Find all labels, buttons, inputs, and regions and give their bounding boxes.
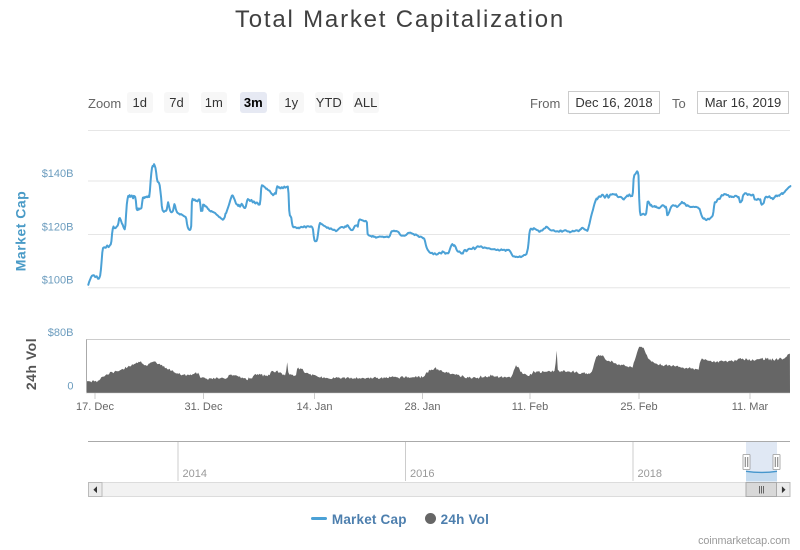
svg-text:17. Dec: 17. Dec bbox=[76, 401, 114, 413]
svg-text:11. Feb: 11. Feb bbox=[512, 401, 549, 413]
svg-text:0: 0 bbox=[67, 381, 73, 393]
svg-text:2014: 2014 bbox=[183, 468, 207, 480]
svg-text:Market Cap: Market Cap bbox=[13, 191, 29, 271]
svg-text:$80B: $80B bbox=[48, 327, 74, 339]
svg-text:2018: 2018 bbox=[638, 468, 662, 480]
svg-text:25. Feb: 25. Feb bbox=[620, 401, 657, 413]
svg-text:$140B: $140B bbox=[42, 168, 74, 180]
svg-text:2016: 2016 bbox=[410, 468, 434, 480]
svg-text:28. Jan: 28. Jan bbox=[404, 401, 440, 413]
svg-text:11. Mar: 11. Mar bbox=[732, 401, 769, 413]
svg-text:31. Dec: 31. Dec bbox=[185, 401, 223, 413]
svg-text:24h Vol: 24h Vol bbox=[23, 338, 39, 390]
svg-text:14. Jan: 14. Jan bbox=[296, 401, 332, 413]
svg-text:$120B: $120B bbox=[42, 222, 74, 234]
svg-text:$100B: $100B bbox=[42, 275, 74, 287]
